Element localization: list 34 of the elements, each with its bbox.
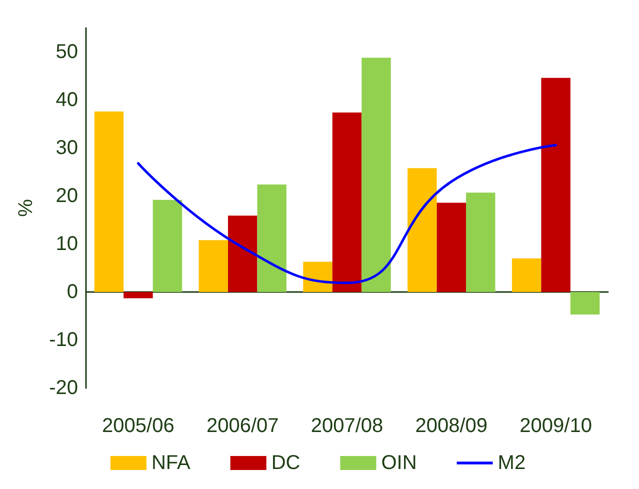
y-tick-label: 10 (56, 233, 78, 255)
line-series (136, 144, 558, 284)
y-tick-label: 50 (56, 41, 78, 63)
bar (541, 78, 570, 292)
bar (257, 184, 286, 292)
y-tick-label: 0 (66, 281, 78, 303)
bar (198, 240, 228, 292)
bar (466, 192, 496, 292)
bar (228, 216, 258, 292)
x-tick-label: 2007/08 (310, 415, 384, 437)
x-tick-label: 2008/09 (415, 415, 488, 437)
legend-label: OIN (381, 452, 417, 474)
bar (362, 58, 391, 292)
y-tick-label: -10 (49, 329, 78, 351)
y-tick-label: -20 (49, 377, 78, 399)
y-tick-label: 20 (56, 185, 78, 207)
legend-label: DC (271, 452, 300, 474)
x-tick-label: 2006/07 (206, 415, 279, 437)
bar (570, 292, 600, 315)
bar (332, 112, 362, 292)
bar (303, 262, 332, 292)
y-tick-label: 40 (56, 89, 78, 111)
bar (152, 200, 182, 292)
legend-label: NFA (151, 452, 191, 474)
bar (408, 168, 437, 292)
bar (94, 112, 124, 292)
y-tick-label: 30 (56, 137, 78, 159)
x-tick-label: 2005/06 (102, 415, 174, 437)
y-axis-title: % (15, 198, 37, 217)
bar (124, 292, 153, 298)
legend-label: M2 (498, 452, 526, 474)
bar (436, 202, 466, 292)
x-tick-label: 2009/10 (520, 415, 592, 437)
bar (512, 258, 542, 292)
